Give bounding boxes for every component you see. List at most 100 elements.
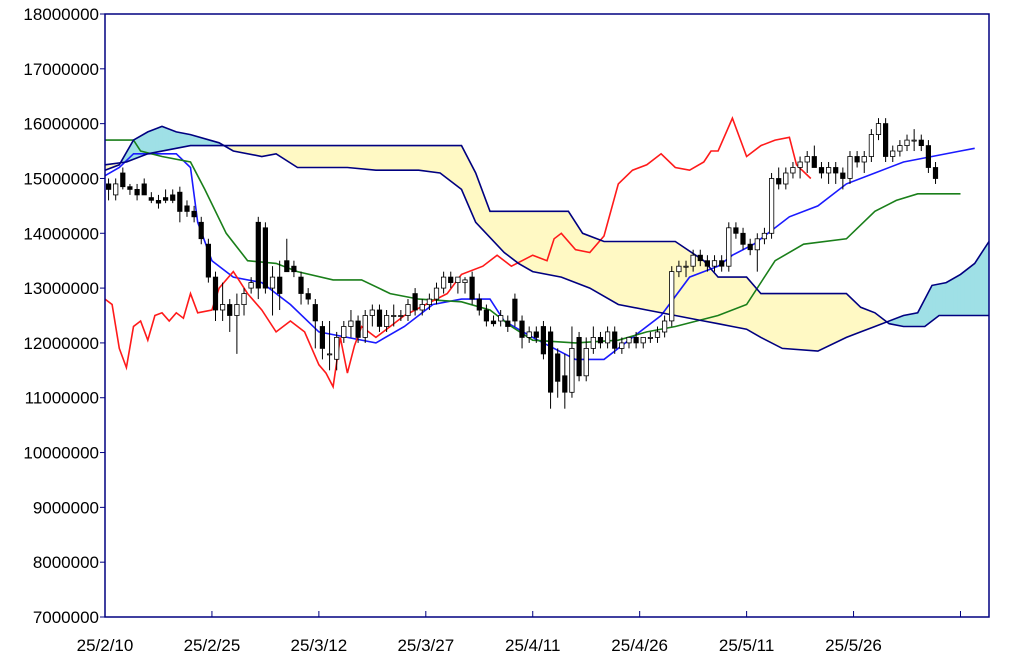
candle-down — [925, 145, 932, 168]
candle-up — [619, 342, 625, 349]
candle-up — [783, 172, 789, 185]
cloud-segment — [764, 293, 769, 342]
cloud-segment — [354, 145, 359, 169]
cloud-segment — [443, 145, 448, 180]
candle-up — [640, 336, 646, 344]
candle-up — [341, 326, 347, 338]
cloud-segment — [625, 241, 630, 307]
candle-down — [548, 331, 554, 393]
candle-up — [433, 287, 440, 300]
candle-down — [747, 243, 753, 251]
cloud-segment — [357, 145, 362, 170]
candle-up — [369, 309, 375, 316]
candle-up — [405, 304, 411, 316]
cloud-segment — [903, 314, 908, 327]
x-tick-label: 25/5/11 — [719, 636, 774, 655]
cloud-segment — [518, 211, 523, 267]
y-tick-label: 15000000 — [23, 169, 99, 188]
y-tick-label: 8000000 — [33, 553, 99, 572]
candle-down — [312, 304, 318, 322]
cloud-segment — [425, 145, 430, 172]
cloud-segment — [960, 270, 965, 316]
cloud-segment — [147, 130, 152, 155]
y-tick-label: 13000000 — [23, 279, 99, 298]
candle-up — [583, 347, 589, 377]
candle-up — [440, 276, 447, 289]
cloud-segment — [732, 276, 737, 328]
candle-up — [790, 167, 796, 174]
cloud-segment — [785, 293, 790, 350]
cloud-segment — [528, 211, 534, 273]
cloud-segment — [539, 211, 544, 275]
cloud-segment — [268, 145, 273, 156]
candle-up — [334, 336, 340, 360]
cloud-segment — [778, 293, 783, 349]
candle-up — [754, 238, 760, 251]
cloud-segment — [842, 293, 847, 340]
cloud-segment — [813, 293, 819, 352]
cloud-segment — [261, 145, 266, 157]
candle-down — [184, 205, 190, 212]
cloud-segment — [186, 133, 191, 147]
cloud-segment — [307, 145, 313, 168]
y-tick-label: 10000000 — [23, 444, 99, 463]
candle-up — [248, 282, 254, 289]
candle-down — [740, 232, 746, 245]
cloud-segment — [386, 145, 391, 171]
cloud-segment — [756, 288, 762, 338]
cloud-segment — [699, 257, 705, 322]
lagging-span — [104, 116, 812, 390]
cloud-segment — [318, 145, 323, 168]
candle-up — [605, 331, 611, 344]
x-tick-label: 25/5/26 — [825, 636, 882, 655]
plot-area-frame — [104, 13, 990, 618]
cloud-segment — [707, 264, 712, 323]
candle-up — [804, 156, 810, 163]
candle-down — [106, 183, 112, 190]
cloud-segment — [543, 211, 548, 275]
candle-up — [797, 161, 803, 168]
cloud-segment — [560, 211, 566, 279]
candle-down — [883, 123, 889, 157]
cloud-segment — [379, 145, 384, 171]
candle-up — [526, 331, 532, 338]
cloud-segment — [806, 293, 812, 351]
candle-down — [512, 298, 518, 322]
leading-span-b — [104, 144, 989, 328]
candle-down — [412, 293, 418, 311]
candle-down — [476, 298, 482, 311]
cloud-segment — [257, 145, 263, 157]
leading-span-a — [104, 125, 990, 352]
cloud-segment — [254, 145, 259, 157]
candle-up — [426, 298, 433, 306]
cloud-segment — [161, 125, 166, 152]
cloud-segment — [824, 293, 829, 349]
cloud-segment — [710, 268, 715, 324]
candle-up — [662, 320, 668, 333]
cloud-segment — [450, 145, 455, 185]
cloud-segment — [614, 241, 619, 306]
cloud-segment — [432, 145, 437, 173]
candle-down — [483, 309, 490, 322]
candle-up — [241, 293, 247, 306]
cloud-segment — [724, 276, 730, 327]
candle-down — [918, 139, 924, 147]
cloud-segment — [183, 132, 188, 148]
cloud-segment — [953, 275, 958, 316]
candle-down — [305, 293, 311, 300]
cloud-segment — [411, 145, 416, 171]
cloud-segment — [792, 293, 797, 350]
cloud-segment — [942, 282, 947, 316]
cloud-segment — [838, 293, 844, 342]
cloud-segment — [339, 145, 345, 168]
candle-down — [612, 331, 618, 349]
cloud-segment — [628, 241, 633, 308]
candle-down — [576, 336, 582, 377]
cloud-segment — [421, 145, 427, 172]
candle-down — [733, 227, 739, 234]
cloud-segment — [639, 241, 644, 310]
cloud-segment — [396, 145, 402, 171]
cloud-segment — [418, 145, 423, 172]
cloud-segment — [678, 243, 683, 318]
